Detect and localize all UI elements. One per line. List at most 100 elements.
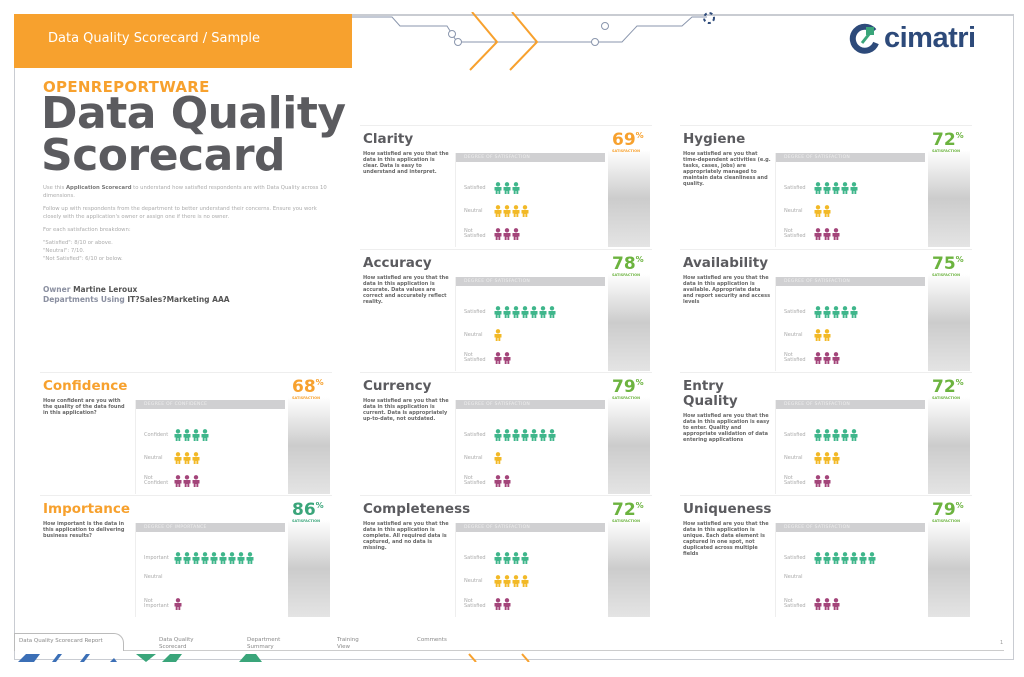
- person-icon: [494, 598, 502, 610]
- rating-label: Not Satisfied: [784, 228, 806, 239]
- person-icon: [503, 182, 511, 194]
- person-icon: [814, 228, 822, 240]
- satisfaction-column: 72% SATISFACTION: [608, 496, 650, 617]
- person-icon: [494, 329, 502, 341]
- rating-icons: [494, 552, 529, 564]
- scorecard-card-availability: Availability How satisfied are you that …: [680, 249, 972, 371]
- person-icon: [192, 552, 200, 564]
- satisfaction-percent: 79%: [932, 500, 964, 520]
- satisfaction-column: 79% SATISFACTION: [928, 496, 970, 617]
- rating-row: Neutral: [784, 329, 831, 341]
- rating-chart: DEGREE OF SATISFACTION Satisfied Neutral No…: [775, 277, 925, 371]
- person-icon: [494, 452, 502, 464]
- person-icon: [503, 552, 511, 564]
- rating-chart-header: DEGREE OF CONFIDENCE: [136, 400, 285, 409]
- person-icon: [814, 205, 822, 217]
- card-title: Uniqueness: [683, 501, 772, 517]
- rating-row: Neutral: [144, 575, 174, 580]
- person-icon: [823, 598, 831, 610]
- person-icon: [192, 475, 200, 487]
- rating-label: Not Important: [144, 598, 169, 609]
- person-icon: [183, 429, 191, 441]
- person-icon: [814, 475, 822, 487]
- person-icon: [823, 352, 831, 364]
- cimatri-logo-icon: [849, 23, 879, 54]
- satisfaction-percent: 72%: [612, 500, 644, 520]
- rating-row: Neutral: [464, 329, 502, 341]
- person-icon: [832, 182, 840, 194]
- person-icon: [512, 306, 520, 318]
- satisfaction-column: 75% SATISFACTION: [928, 250, 970, 371]
- person-icon: [539, 306, 547, 318]
- person-icon: [512, 575, 520, 587]
- person-icon: [832, 452, 840, 464]
- rating-chart-header: DEGREE OF SATISFACTION: [776, 523, 925, 532]
- scorecard-card-importance: Importance How important is the data in …: [40, 495, 332, 617]
- person-icon: [494, 429, 502, 441]
- intro-text: Use this Application Scorecard to unders…: [43, 185, 327, 262]
- person-icon: [521, 306, 529, 318]
- rating-row: Neutral: [784, 205, 831, 217]
- person-icon: [521, 575, 529, 587]
- scorecard-card-hygiene: Hygiene How satisfied are you that time-…: [680, 125, 972, 247]
- tab-comments[interactable]: Comments: [417, 637, 447, 643]
- person-icon: [850, 552, 858, 564]
- card-description: How satisfied are you that the data in t…: [363, 151, 449, 175]
- person-icon: [832, 306, 840, 318]
- rating-label: Satisfied: [464, 554, 486, 561]
- rating-label: Neutral: [144, 574, 163, 580]
- rating-chart: DEGREE OF SATISFACTION Satisfied Neutral No…: [775, 400, 925, 494]
- rating-icons: [494, 205, 529, 217]
- rating-chart-header: DEGREE OF SATISFACTION: [456, 523, 605, 532]
- person-icon: [512, 205, 520, 217]
- person-icon: [814, 552, 822, 564]
- person-icon: [174, 475, 182, 487]
- rating-row: Neutral: [464, 575, 529, 587]
- satisfaction-label: SATISFACTION: [932, 273, 961, 277]
- person-icon: [494, 205, 502, 217]
- rating-row: Satisfied: [784, 306, 858, 318]
- rating-label: Neutral: [464, 207, 483, 214]
- person-icon: [219, 552, 227, 564]
- satisfaction-percent: 79%: [612, 377, 644, 397]
- rating-row: Not Satisfied: [464, 598, 511, 610]
- rating-icons: [494, 228, 520, 240]
- tab-data-quality-scorecard[interactable]: Data Quality Scorecard: [159, 637, 194, 650]
- tab-data-quality-scorecard-report[interactable]: Data Quality Scorecard Report: [14, 633, 124, 651]
- satisfaction-percent: 68%: [292, 377, 324, 397]
- tab-department-summary[interactable]: Department Summary: [247, 637, 281, 650]
- card-description: How confident are you with the quality o…: [43, 398, 125, 416]
- person-icon: [512, 182, 520, 194]
- person-icon: [201, 429, 209, 441]
- tab-training-view[interactable]: Training View: [337, 637, 359, 650]
- rating-icons: [174, 598, 182, 610]
- rating-label: Neutral: [784, 454, 803, 461]
- card-title: Confidence: [43, 378, 128, 394]
- rating-icons: [174, 475, 200, 487]
- person-icon: [814, 329, 822, 341]
- rating-chart: DEGREE OF SATISFACTION Satisfied Neutral No…: [775, 523, 925, 617]
- rating-row: Satisfied: [784, 552, 876, 564]
- rating-label: Not Satisfied: [784, 352, 806, 363]
- rating-row: Neutral: [144, 452, 200, 464]
- person-icon: [850, 306, 858, 318]
- person-icon: [503, 598, 511, 610]
- rating-icons: [814, 228, 840, 240]
- card-title: Importance: [43, 501, 131, 517]
- person-icon: [841, 429, 849, 441]
- rating-icons: [814, 306, 858, 318]
- person-icon: [494, 352, 502, 364]
- rating-icons: [494, 452, 502, 464]
- rating-label: Neutral: [464, 454, 483, 461]
- person-icon: [814, 452, 822, 464]
- person-icon: [859, 552, 867, 564]
- rating-row: Satisfied: [464, 182, 520, 194]
- sheet-tabs: Data Quality Scorecard Report Data Quali…: [14, 633, 1004, 651]
- card-description: How satisfied are you that the data in t…: [363, 521, 449, 551]
- person-icon: [183, 475, 191, 487]
- person-icon: [503, 228, 511, 240]
- rating-label: Neutral: [464, 331, 483, 338]
- person-icon: [823, 552, 831, 564]
- rating-chart: DEGREE OF SATISFACTION Satisfied Neutral No…: [775, 153, 925, 247]
- person-icon: [823, 429, 831, 441]
